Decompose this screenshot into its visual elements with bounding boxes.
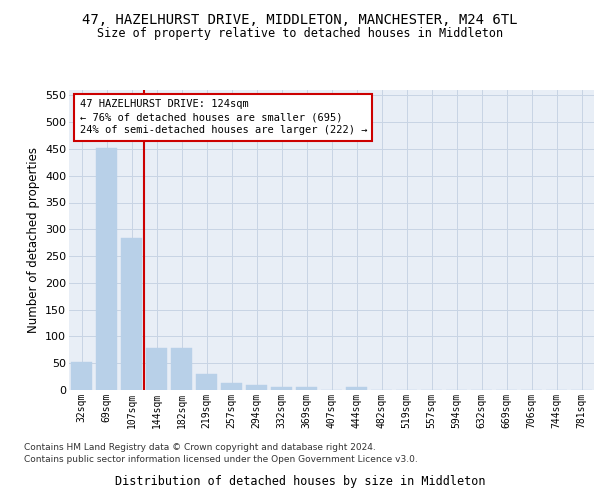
Bar [171,348,192,390]
Text: Distribution of detached houses by size in Middleton: Distribution of detached houses by size … [115,474,485,488]
Text: Size of property relative to detached houses in Middleton: Size of property relative to detached ho… [97,28,503,40]
Bar [296,388,317,390]
Bar [346,387,367,390]
Bar [246,384,267,390]
Text: 47 HAZELHURST DRIVE: 124sqm
← 76% of detached houses are smaller (695)
24% of se: 47 HAZELHURST DRIVE: 124sqm ← 76% of det… [79,99,367,136]
Bar [196,374,217,390]
Bar [271,388,292,390]
Text: 47, HAZELHURST DRIVE, MIDDLETON, MANCHESTER, M24 6TL: 47, HAZELHURST DRIVE, MIDDLETON, MANCHES… [82,12,518,26]
Y-axis label: Number of detached properties: Number of detached properties [26,147,40,333]
Bar [221,382,242,390]
Bar [96,148,117,390]
Bar [71,362,92,390]
Text: Contains public sector information licensed under the Open Government Licence v3: Contains public sector information licen… [24,455,418,464]
Bar [121,238,142,390]
Bar [146,348,167,390]
Text: Contains HM Land Registry data © Crown copyright and database right 2024.: Contains HM Land Registry data © Crown c… [24,444,376,452]
